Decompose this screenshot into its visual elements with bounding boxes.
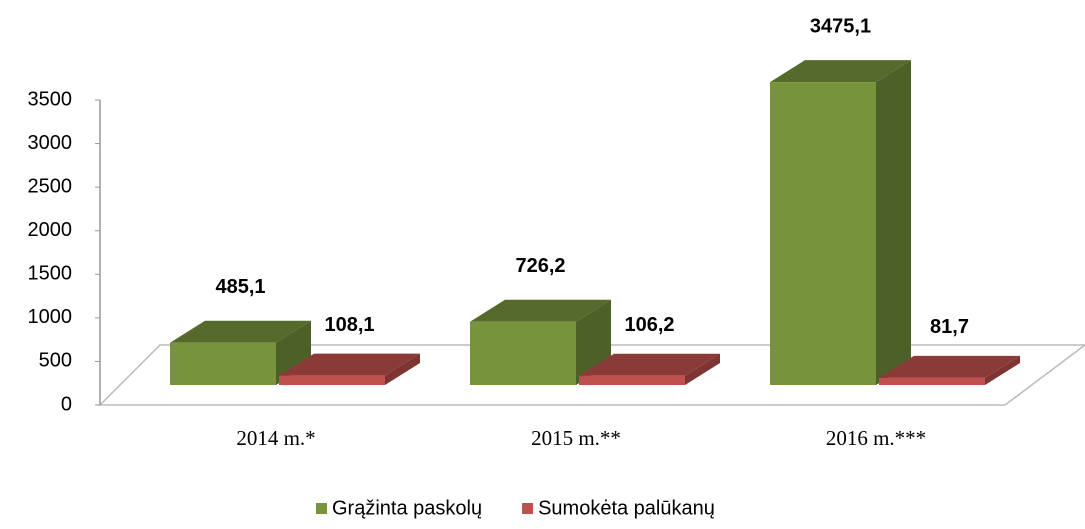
bar [879,355,1020,385]
bar-face [579,353,720,376]
bar-face [685,353,720,385]
legend-label: Sumokėta palūkanų [538,497,715,519]
x-tick-label: 2015 m.** [531,426,621,450]
bar [170,320,311,385]
bar [770,60,911,385]
y-tick-label: 500 [39,350,72,372]
y-tick-label: 1500 [28,263,73,285]
x-tick-label: 2014 m.* [236,426,315,450]
value-label: 81,7 [930,316,969,338]
value-label: 3475,1 [810,15,871,37]
bar-face [170,320,311,343]
value-label: 485,1 [215,276,265,298]
bar-face [170,342,276,385]
bar [279,353,420,385]
bar-face [770,60,911,83]
bar-face [579,375,685,385]
bar-face [879,377,985,385]
bar-face [879,355,1020,378]
y-tick-label: 1000 [28,306,73,328]
legend-swatch [522,503,534,514]
bar-face [470,299,611,322]
bar [579,353,720,385]
y-tick-label: 3000 [28,132,73,154]
y-tick-label: 0 [61,393,72,415]
bar-face [770,82,876,385]
value-label: 106,2 [624,314,674,336]
value-label: 726,2 [515,255,565,277]
floor [98,344,1085,406]
y-tick-label: 2500 [28,175,73,197]
x-tick-label: 2016 m.*** [826,426,926,450]
bar-face [276,320,311,385]
bar-face [876,60,911,385]
bar-face [279,375,385,385]
y-tick-label: 2000 [28,219,73,241]
y-tick-label: 3500 [28,88,73,110]
bar-face [279,353,420,376]
bar [470,299,611,385]
bar-face [385,353,420,385]
bar-face [985,355,1020,385]
value-label: 108,1 [324,314,374,336]
bar-face [470,321,576,385]
legend-swatch [316,503,327,514]
legend-label: Grąžinta paskolų [332,497,482,519]
